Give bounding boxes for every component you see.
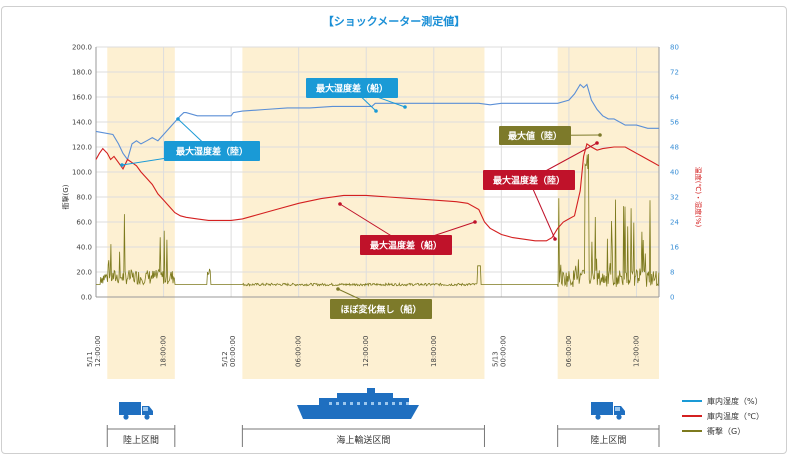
y-tick-right: 64: [670, 94, 679, 102]
callout-label: 最大湿度差（船）: [316, 83, 388, 95]
callout-box: [483, 170, 575, 190]
truck-icon: [591, 402, 625, 420]
y-tick-left: 200.0: [72, 44, 92, 52]
shock-series-line: [96, 153, 660, 288]
callout-box: [306, 78, 398, 98]
y-tick-right: 16: [670, 244, 679, 252]
truck-icon: [119, 402, 153, 420]
y-tick-left: 80.0: [76, 194, 92, 202]
callout-marker: [598, 133, 602, 137]
callout-box: [499, 126, 571, 145]
y-tick-left: 180.0: [72, 69, 92, 77]
callout-label: ほぼ変化無し（船）: [340, 304, 421, 316]
chart-title: 【ショックメーター測定値】: [322, 15, 466, 28]
y-tick-right: 8: [670, 269, 674, 277]
callout-marker: [553, 237, 557, 241]
callout-box: [330, 299, 432, 319]
chart-frame: 【ショックメーター測定値】 0.0 20.0 40.0 60.0 80.0 100.0 12…: [1, 6, 787, 454]
y-tick-left: 120.0: [72, 144, 92, 152]
y-tick-right: 0: [670, 294, 674, 302]
legend-label: 衝撃（G）: [707, 426, 745, 436]
section-label: 陸上区間: [590, 434, 626, 446]
band-1: [242, 47, 485, 379]
y-tick-left: 100.0: [72, 169, 92, 177]
x-tick-label: 5/1300:00:00: [491, 336, 507, 367]
y-tick-right: 40: [670, 169, 679, 177]
callout-box: [164, 141, 260, 161]
callout-marker: [120, 163, 124, 167]
legend-label: 庫内湿度（%）: [707, 396, 763, 406]
x-tick-label: 18:00:00: [430, 336, 438, 367]
y-tick-left: 160.0: [72, 94, 92, 102]
x-tick-label: 12:00:00: [632, 336, 640, 367]
y-tick-left: 20.0: [76, 269, 92, 277]
callout-marker: [473, 220, 477, 224]
callout-marker: [336, 287, 340, 291]
y-tick-right: 24: [670, 219, 679, 227]
legend-label: 庫内温度（℃）: [707, 411, 764, 421]
section-label: 海上輸送区間: [336, 434, 390, 446]
callout-label: 最大温度差（陸）: [493, 175, 565, 187]
ship-icon: [297, 388, 419, 419]
y-tick-right: 80: [670, 44, 679, 52]
y-tick-left: 0.0: [81, 294, 92, 302]
y-tick-right: 32: [670, 194, 679, 202]
x-tick-label: 5/1112:00:00: [86, 336, 102, 367]
y-tick-right: 48: [670, 144, 679, 152]
x-tick-label: 5/1200:00:00: [221, 336, 237, 367]
section-label: 陸上区間: [123, 434, 159, 446]
callout-label: 最大値（陸）: [508, 130, 562, 142]
temperature-series-line: [95, 143, 660, 242]
y-tick-left: 140.0: [72, 119, 92, 127]
y-tick-left: 40.0: [76, 244, 92, 252]
callout-label: 最大温度差（船）: [370, 240, 442, 252]
callout-marker: [176, 117, 180, 121]
band-2: [557, 47, 659, 379]
x-tick-label: 06:00:00: [295, 336, 303, 367]
right-axis-title: 温度(℃)・湿度(%): [694, 167, 703, 228]
callout-marker: [374, 109, 378, 113]
callout-label: 最大湿度差（陸）: [176, 146, 248, 158]
shock-meter-chart: 0.0 20.0 40.0 60.0 80.0 100.0 120.0 140.0 160.0 1…: [61, 44, 764, 447]
left-axis-title: 衝撃(G): [61, 184, 70, 209]
x-tick-label: 12:00:00: [362, 336, 370, 367]
x-tick-label: 18:00:00: [160, 336, 168, 367]
y-tick-right: 56: [670, 119, 679, 127]
y-tick-left: 60.0: [76, 219, 92, 227]
callout-box: [360, 235, 452, 255]
callout-marker: [595, 141, 599, 145]
callout-marker: [338, 202, 342, 206]
callout-marker: [403, 105, 407, 109]
y-tick-right: 72: [670, 69, 679, 77]
x-tick-label: 06:00:00: [565, 336, 573, 367]
